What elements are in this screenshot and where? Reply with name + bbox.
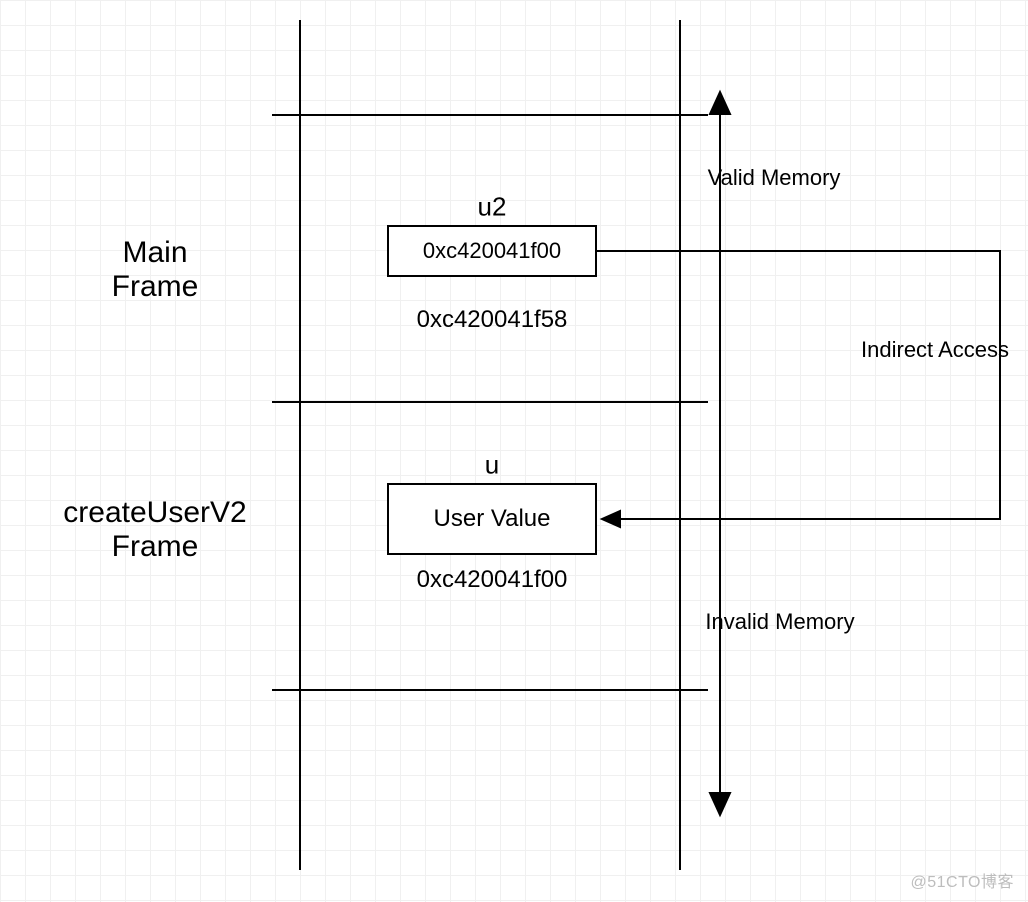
diagram-svg <box>0 0 1028 902</box>
indirect-access-label: Indirect Access <box>861 337 1009 363</box>
u-box-value: User Value <box>434 505 551 533</box>
u-address-label: 0xc420041f00 <box>417 566 568 594</box>
u2-var-label: u2 <box>478 192 507 223</box>
valid-memory-label: Valid Memory <box>708 165 841 191</box>
create-user-v2-frame-label: createUserV2Frame <box>63 496 246 564</box>
main-frame-label: MainFrame <box>112 236 199 304</box>
watermark: @51CTO博客 <box>910 868 1014 892</box>
u2-box-value: 0xc420041f00 <box>423 238 561 264</box>
diagram-canvas: MainFrame createUserV2Frame u2 u 0xc4200… <box>0 0 1028 902</box>
u-var-label: u <box>485 450 499 481</box>
u2-address-label: 0xc420041f58 <box>417 306 568 334</box>
invalid-memory-label: Invalid Memory <box>705 609 854 635</box>
